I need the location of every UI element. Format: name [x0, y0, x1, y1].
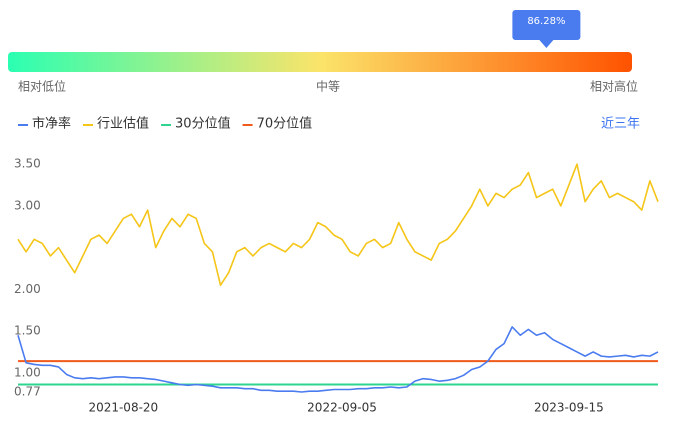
x-tick-label: 2022-09-05 [307, 401, 377, 415]
legend-label: 30分位值 [175, 116, 231, 132]
gauge-low: 相对低位 [18, 79, 66, 94]
legend-label: 行业估值 [97, 116, 149, 132]
gauge-high: 相对高位 [590, 79, 638, 94]
y-tick-label: 1.50 [14, 324, 41, 338]
gauge-marker [512, 10, 581, 48]
gauge-mid: 中等 [316, 79, 340, 94]
gauge-label: 86.28% [527, 16, 565, 27]
x-tick-label: 2023-09-15 [534, 401, 604, 415]
y-tick-label: 1.00 [14, 365, 41, 379]
x-tick-label: 2021-08-20 [88, 401, 158, 415]
legend-label: 市净率 [32, 116, 71, 132]
period-button[interactable]: 近三年 [601, 117, 640, 132]
y-tick-label: 3.50 [14, 157, 41, 171]
y-tick-label: 0.77 [14, 385, 41, 399]
gauge-bar [8, 52, 632, 72]
series-line [17, 163, 659, 286]
legend-label: 70分位值 [257, 116, 313, 132]
y-tick-label: 3.00 [14, 198, 41, 212]
series-line [17, 326, 659, 393]
y-tick-label: 2.00 [14, 282, 41, 296]
